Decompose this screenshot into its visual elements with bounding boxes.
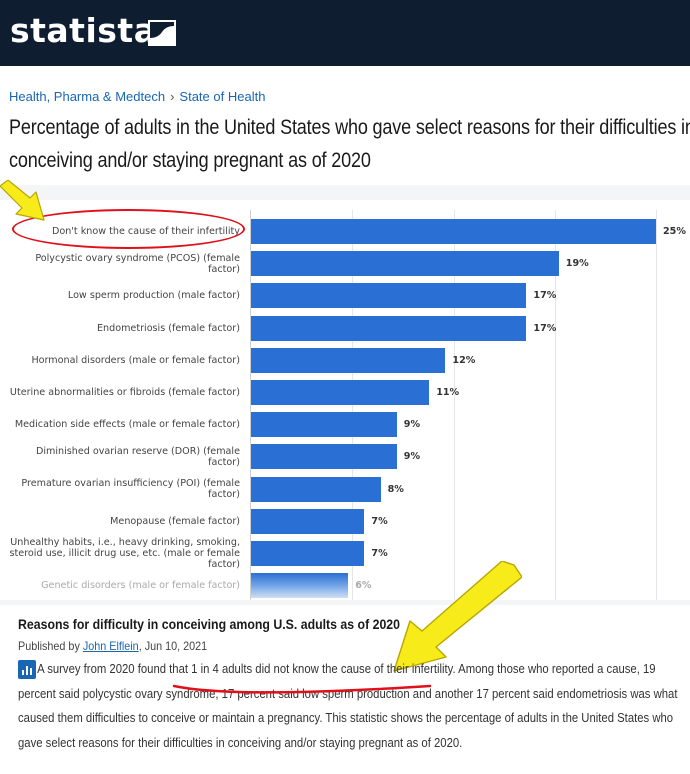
bar[interactable] [251,347,446,373]
y-axis-line [250,210,251,600]
site-header: statista [0,0,690,66]
data-label: 6% [355,580,372,592]
gridline [352,210,354,600]
bar[interactable] [251,573,349,599]
author-link[interactable]: John Elflein [82,639,139,653]
breadcrumb-item-state-of-health[interactable]: State of Health [179,89,266,104]
page-title-line-2: conceiving and/or staying pregnant as of… [9,149,371,172]
category-label: Low sperm production (male factor) [67,290,240,302]
category-label: Uterine abnormalities or fibroids (femal… [9,387,240,398]
bar[interactable] [251,476,381,502]
category-label: Genetic disorders (male or female factor… [41,580,240,592]
page-title: Percentage of adults in the United State… [9,111,690,177]
statistic-bar-icon [18,660,36,679]
data-label: 9% [403,419,421,431]
data-label: 19% [565,258,589,270]
bar[interactable] [251,541,365,566]
statista-logo-mark-icon [148,20,176,46]
category-label: Medication side effects (male or female … [14,419,240,431]
breadcrumb-separator: › [170,89,175,104]
bar[interactable] [251,412,397,438]
data-label: 7% [371,515,388,527]
data-label: 12% [452,354,476,366]
category-label: Diminished ovarian reserve (DOR) (female… [35,445,240,468]
category-label: Unhealthy habits, i.e., heavy drinking, … [9,537,240,570]
bar[interactable] [251,219,656,244]
statistic-heading: Reasons for difficulty in conceiving amo… [18,616,401,632]
data-label: 17% [533,290,557,302]
published-date: , Jun 10, 2021 [138,639,208,653]
category-label: Endometriosis (female factor) [96,322,240,334]
category-label: Polycystic ovary syndrome (PCOS) (female… [35,252,240,275]
yellow-arrow-icon [0,180,45,221]
data-label: 25% [663,226,686,237]
published-info: Published by John Elflein, Jun 10, 2021 [18,639,207,653]
gridline [554,210,556,600]
published-prefix: Published by [18,639,80,653]
bar[interactable] [251,251,559,277]
breadcrumb: Health, Pharma & Medtech › State of Health [9,89,265,104]
gridline [453,210,455,600]
page-title-line-1: Percentage of adults in the United State… [9,116,690,139]
bar[interactable] [251,283,527,309]
red-underline [172,684,432,694]
category-label: Menopause (female factor) [110,515,240,527]
statistic-description: A survey from 2020 found that 1 in 4 adu… [18,661,678,750]
gridline [656,210,657,600]
breadcrumb-item-health-pharma[interactable]: Health, Pharma & Medtech [9,89,166,104]
data-label: 9% [403,451,421,463]
data-label: 7% [371,548,388,559]
statista-logo[interactable]: statista [10,11,157,50]
bar[interactable] [251,315,527,341]
category-label: Premature ovarian insufficiency (POI) (f… [21,478,240,501]
bar[interactable] [251,380,430,405]
bar[interactable] [251,508,365,534]
bar[interactable] [251,444,397,470]
data-label: 17% [533,322,557,334]
data-label: 8% [387,483,404,495]
highlight-circle [12,209,245,249]
yellow-arrow-icon [393,561,522,672]
category-label: Hormonal disorders (male or female facto… [31,354,240,366]
data-label: 11% [436,387,460,398]
